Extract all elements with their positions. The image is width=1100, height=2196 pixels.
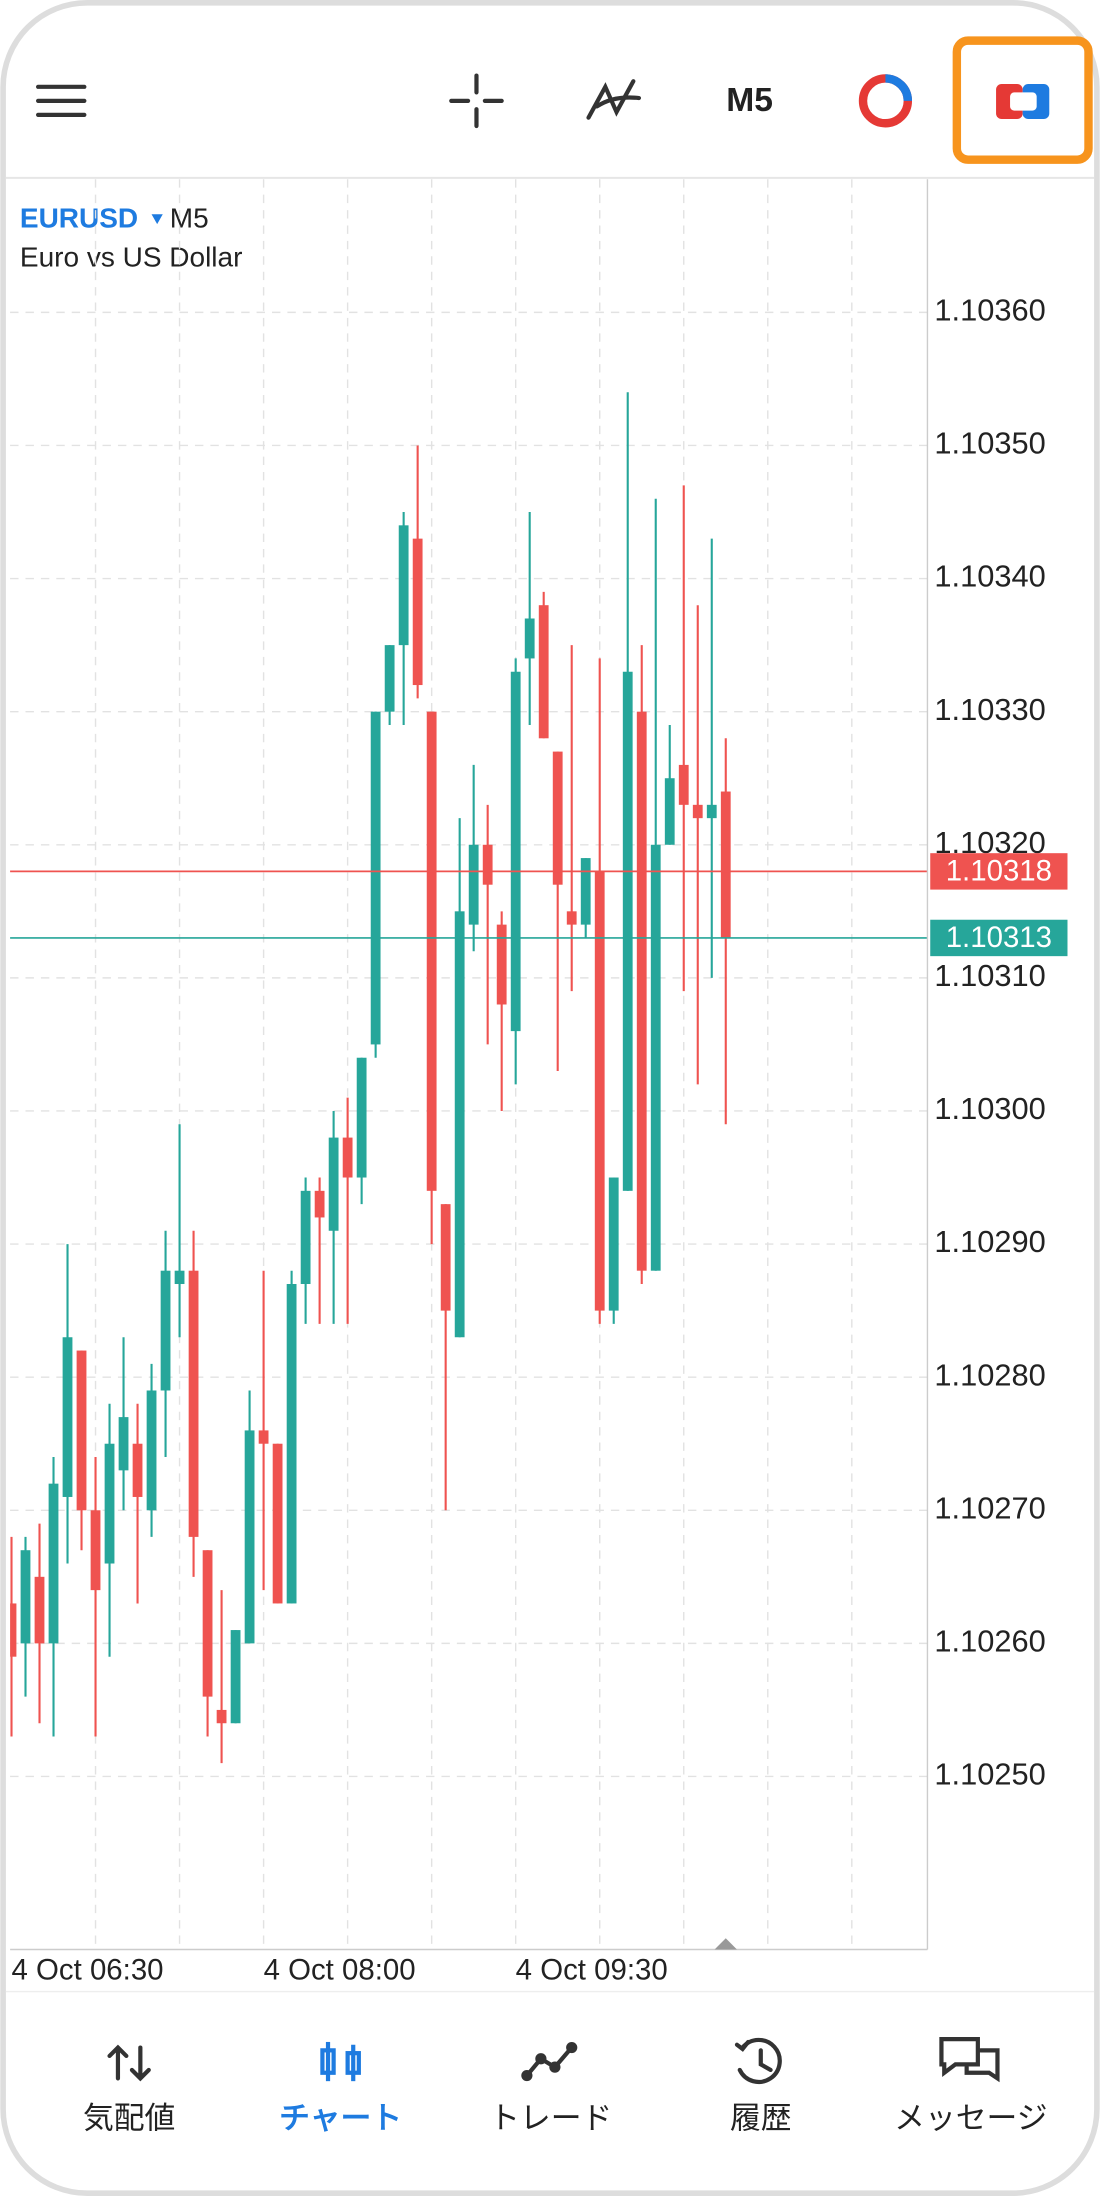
y-tick-label: 1.10250 bbox=[934, 1757, 1045, 1792]
price-label-box bbox=[930, 853, 1068, 890]
candle-body bbox=[510, 671, 521, 1032]
candle-body bbox=[356, 1057, 367, 1178]
candle-body bbox=[412, 538, 423, 686]
candle-body bbox=[230, 1630, 241, 1724]
y-tick-label: 1.10290 bbox=[934, 1224, 1045, 1259]
candle-body bbox=[132, 1443, 143, 1497]
candle-body bbox=[328, 1137, 339, 1231]
candle-body bbox=[20, 1550, 31, 1644]
candle-body bbox=[398, 525, 409, 646]
y-tick-label: 1.10280 bbox=[934, 1357, 1045, 1392]
symbol-description: Euro vs US Dollar bbox=[20, 242, 243, 273]
candle-body bbox=[608, 1177, 619, 1311]
candle-body bbox=[342, 1137, 353, 1178]
candle-body bbox=[244, 1430, 255, 1644]
y-tick-label: 1.10330 bbox=[934, 692, 1045, 727]
messages-icon bbox=[939, 2037, 1000, 2083]
nav-label[interactable]: チャート bbox=[279, 2101, 402, 2136]
candle-body bbox=[216, 1709, 227, 1724]
candle-body bbox=[580, 858, 591, 925]
nav-label[interactable]: 気配値 bbox=[83, 2101, 175, 2136]
candle-body bbox=[384, 645, 395, 712]
quotes-icon bbox=[107, 2044, 151, 2082]
x-tick-label: 4 Oct 08:00 bbox=[264, 1954, 416, 1987]
y-tick-label: 1.10300 bbox=[934, 1091, 1045, 1126]
candle-body bbox=[286, 1284, 297, 1604]
candle-body bbox=[496, 924, 507, 1005]
y-tick-label: 1.10360 bbox=[934, 293, 1045, 328]
indicators-button[interactable] bbox=[586, 79, 642, 120]
candle-body bbox=[258, 1430, 269, 1444]
candle-body bbox=[650, 844, 661, 1271]
candle-body bbox=[104, 1443, 115, 1564]
timeframe-button[interactable]: M5 bbox=[726, 82, 773, 119]
candle-body bbox=[76, 1350, 87, 1511]
candle-body bbox=[272, 1443, 283, 1604]
candle-body bbox=[552, 751, 563, 885]
candle-body bbox=[524, 618, 535, 659]
candle-body bbox=[468, 844, 479, 925]
candle-body bbox=[692, 804, 703, 819]
candle-body bbox=[426, 711, 437, 1191]
candle-body bbox=[174, 1270, 185, 1285]
nav-label[interactable]: トレード bbox=[489, 2101, 612, 2136]
chart-icon bbox=[320, 2041, 361, 2082]
candle-body bbox=[678, 764, 689, 805]
candle-body bbox=[62, 1337, 73, 1497]
price-label: 1.10313 bbox=[946, 921, 1052, 954]
candles bbox=[10, 392, 731, 1764]
y-tick-label: 1.10260 bbox=[934, 1624, 1045, 1659]
candle-body bbox=[370, 711, 381, 1045]
highlight-box bbox=[952, 36, 1093, 164]
candle-body bbox=[664, 778, 675, 845]
candle-body bbox=[706, 804, 717, 819]
y-tick-label: 1.10310 bbox=[934, 958, 1045, 993]
nav-label[interactable]: 履歴 bbox=[730, 2101, 792, 2136]
candle-body bbox=[636, 711, 647, 1271]
nav-label[interactable]: メッセージ bbox=[894, 2101, 1047, 2136]
candle-body bbox=[566, 911, 577, 925]
crosshair-button[interactable] bbox=[449, 73, 504, 129]
candle-body bbox=[48, 1483, 59, 1644]
objects-button[interactable] bbox=[858, 74, 913, 128]
candle-body bbox=[454, 911, 465, 1338]
y-tick-label: 1.10350 bbox=[934, 426, 1045, 461]
candle-body bbox=[160, 1270, 171, 1391]
candle-body bbox=[146, 1390, 157, 1511]
price-label-box bbox=[930, 919, 1068, 957]
symbol[interactable]: EURUSD bbox=[20, 202, 138, 233]
candle-body bbox=[10, 1603, 17, 1657]
candle-body bbox=[720, 791, 731, 938]
chart-timeframe: M5 bbox=[170, 202, 209, 233]
menu-button[interactable] bbox=[36, 84, 87, 117]
candle-body bbox=[34, 1576, 45, 1644]
symbol-dropdown[interactable] bbox=[151, 214, 163, 225]
shift-marker bbox=[714, 1938, 737, 1950]
candle-body bbox=[622, 671, 633, 1191]
history-icon bbox=[734, 2037, 782, 2085]
candle-body bbox=[482, 844, 493, 885]
x-tick-label: 4 Oct 06:30 bbox=[12, 1954, 164, 1987]
candle-body bbox=[202, 1550, 213, 1697]
candle-body bbox=[118, 1417, 129, 1471]
candle-body bbox=[594, 871, 605, 1311]
candle-body bbox=[538, 605, 549, 739]
candle-body bbox=[440, 1204, 451, 1311]
candle-body bbox=[314, 1190, 325, 1218]
one-click-trading-button[interactable] bbox=[996, 84, 1050, 120]
y-tick-label: 1.10270 bbox=[934, 1490, 1045, 1525]
candle-body bbox=[90, 1510, 101, 1591]
price-label: 1.10318 bbox=[946, 855, 1052, 888]
x-tick-label: 4 Oct 09:30 bbox=[516, 1954, 668, 1987]
candle-body bbox=[300, 1190, 311, 1285]
y-tick-label: 1.10340 bbox=[934, 559, 1045, 594]
candle-body bbox=[188, 1270, 199, 1537]
trade-icon bbox=[521, 2041, 578, 2082]
